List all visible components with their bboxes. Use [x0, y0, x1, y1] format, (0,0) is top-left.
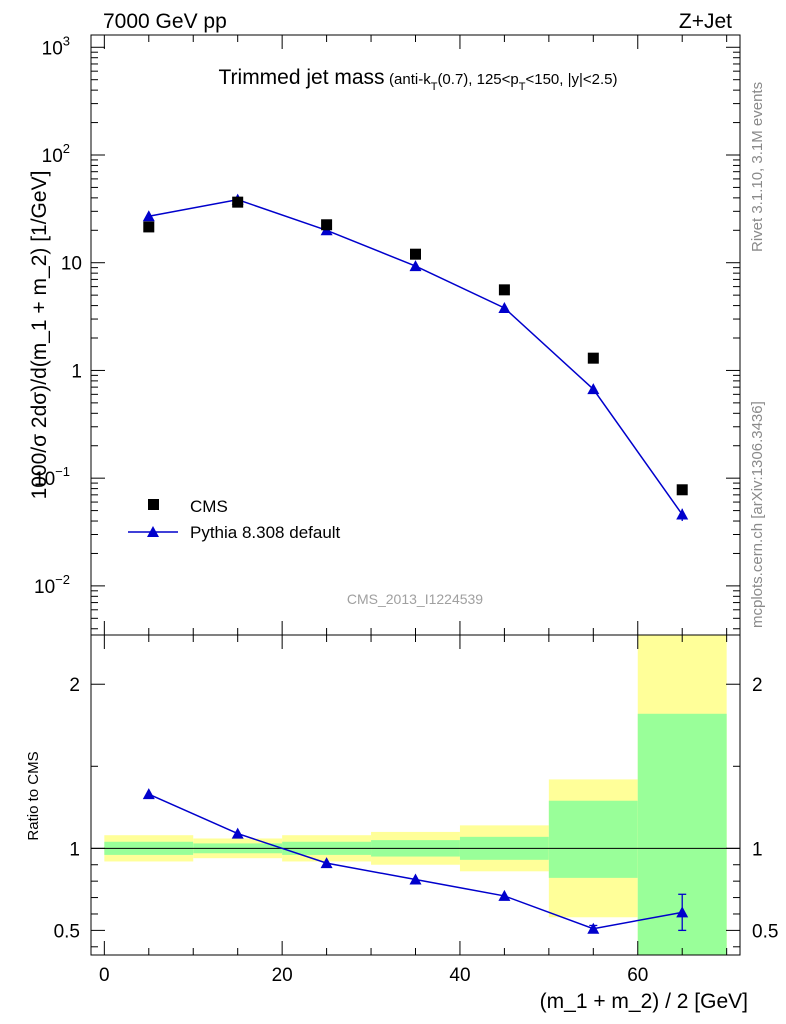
- ratio-pythia-point: [676, 906, 689, 918]
- ratio-pythia-point: [587, 922, 600, 934]
- main-plot-frame: [90, 34, 741, 636]
- ratio-pythia-point: [142, 788, 155, 800]
- main-y-axis-label: 1000/σ 2dσ)/d(m_1 + m_2) [1/GeV]: [28, 171, 51, 500]
- ratio-y-tick-label-left: 2: [69, 675, 80, 696]
- main-y-tick-label: 10−1: [34, 464, 70, 490]
- x-axis-label: (m_1 + m_2) / 2 [GeV]: [540, 990, 748, 1013]
- ratio-axes: 0.5 0.51 12 20 20 40 60: [54, 634, 778, 986]
- ratio-y-tick-label-right: 1: [752, 839, 763, 860]
- ratio-y-tick-label-right: 2: [752, 675, 763, 696]
- pythia-point: [498, 301, 511, 313]
- main-y-tick-label: 10: [61, 254, 82, 275]
- pythia-point: [409, 260, 422, 272]
- pythia-series-line: [148, 198, 683, 515]
- cms-data-point: [676, 484, 688, 496]
- x-tick-label: 40: [449, 965, 470, 986]
- legend-cms-label: CMS: [190, 497, 228, 516]
- ratio-band-green: [548, 800, 638, 878]
- x-tick-label: 0: [99, 965, 110, 986]
- main-plot-marks: [142, 193, 689, 522]
- main-y-tick-label: 103: [42, 33, 70, 59]
- header-right: Z+Jet: [679, 10, 732, 33]
- plot-title: Trimmed jet mass (anti-kT(0.7), 125<pT<1…: [218, 66, 617, 93]
- pythia-point: [676, 508, 689, 520]
- ratio-pythia-point: [320, 857, 333, 869]
- legend-pythia-marker: [147, 526, 159, 537]
- ratio-pythia-point: [409, 873, 422, 885]
- plot-title-main: Trimmed jet mass: [218, 66, 384, 89]
- ratio-plot-marks: [142, 788, 689, 934]
- ratio-y-tick-label-left: 1: [69, 839, 80, 860]
- pythia-point: [142, 210, 155, 222]
- main-axes: 10−2 10−1 1 10 102 103: [34, 33, 741, 636]
- legend-pythia-label: Pythia 8.308 default: [190, 523, 341, 542]
- legend-cms-marker: [148, 499, 159, 510]
- header-left: 7000 GeV pp: [103, 10, 227, 33]
- ratio-y-tick-label-right: 0.5: [752, 921, 778, 942]
- rivet-version-label: Rivet 3.1.10, 3.1M events: [749, 82, 766, 252]
- main-y-tick-label: 102: [42, 141, 70, 167]
- ratio-pythia-point: [231, 827, 244, 839]
- ratio-uncertainty-bands: [104, 635, 727, 955]
- mcplots-label: mcplots.cern.ch [arXiv:1306.3436]: [749, 401, 766, 628]
- x-tick-label: 60: [627, 965, 648, 986]
- cms-data-point: [587, 352, 599, 364]
- cms-data-point: [232, 196, 244, 208]
- cms-data-point: [498, 284, 510, 296]
- legend: CMS Pythia 8.308 default: [128, 497, 341, 542]
- main-y-tick-label: 10−2: [34, 572, 70, 598]
- plot-title-sub: (anti-kT(0.7), 125<pT<150, |y|<2.5): [389, 71, 618, 93]
- ratio-pythia-point: [498, 889, 511, 901]
- ratio-y-axis-label: Ratio to CMS: [25, 751, 42, 840]
- main-y-tick-label: 1: [71, 361, 82, 382]
- cms-data-point: [143, 221, 155, 233]
- pythia-point: [587, 383, 600, 395]
- cms-data-point: [321, 219, 333, 231]
- x-tick-label: 20: [272, 965, 293, 986]
- ratio-y-tick-label-left: 0.5: [54, 921, 80, 942]
- cms-data-point: [410, 248, 421, 260]
- analysis-watermark: CMS_2013_I1224539: [347, 591, 483, 607]
